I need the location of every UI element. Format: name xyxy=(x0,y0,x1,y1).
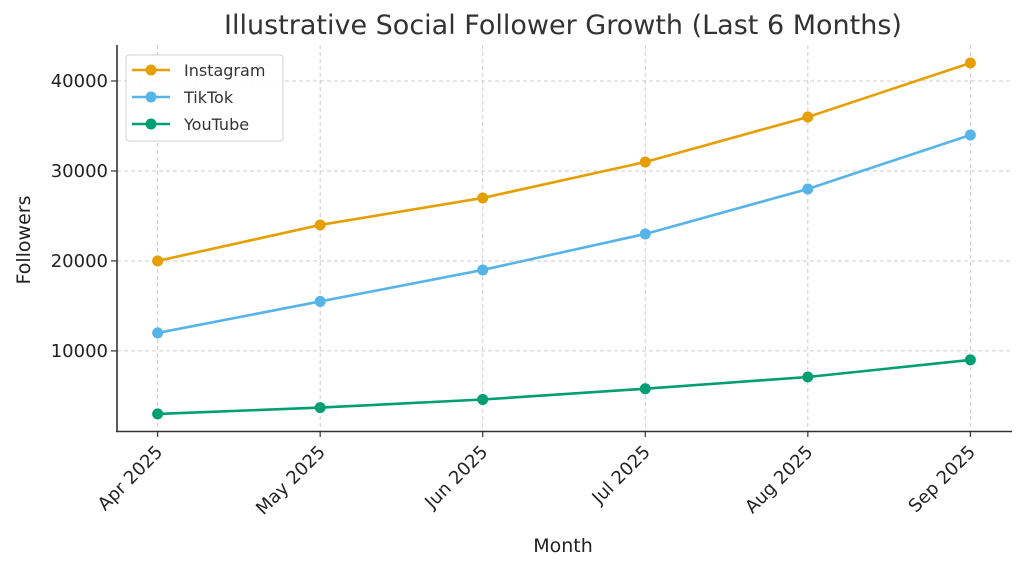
data-point xyxy=(314,295,326,307)
y-tick-label: 20000 xyxy=(51,251,108,272)
data-point xyxy=(314,402,326,414)
data-point xyxy=(639,383,651,395)
data-point xyxy=(802,183,814,195)
x-tick-label: Jul 2025 xyxy=(587,442,654,509)
data-point xyxy=(964,354,976,366)
data-point xyxy=(477,264,489,276)
series-instagram xyxy=(152,57,976,267)
series-line xyxy=(157,358,971,416)
legend-label: Instagram xyxy=(184,61,265,80)
data-point xyxy=(964,129,976,141)
legend-marker xyxy=(145,118,157,130)
data-point xyxy=(152,255,164,267)
data-point xyxy=(802,111,814,123)
data-point xyxy=(477,394,489,406)
legend: Instagram TikTok YouTube xyxy=(125,54,284,142)
data-point xyxy=(964,57,976,69)
data-point xyxy=(314,219,326,231)
series-line xyxy=(157,133,971,335)
series-youtube xyxy=(152,354,976,420)
y-tick-label: 30000 xyxy=(51,161,108,182)
legend-marker xyxy=(145,64,157,76)
legend-marker xyxy=(145,91,157,103)
series-line xyxy=(157,61,971,263)
data-point xyxy=(477,192,489,204)
x-axis-label: Month xyxy=(533,535,593,557)
legend-box xyxy=(125,54,284,142)
x-tick-label: Sep 2025 xyxy=(905,442,980,517)
legend-label: TikTok xyxy=(183,88,234,107)
data-point xyxy=(639,156,651,168)
y-tick-label: 40000 xyxy=(51,71,108,92)
data-point xyxy=(152,327,164,339)
y-ticks: 10000 20000 30000 40000 xyxy=(51,71,117,362)
x-tick-label: Aug 2025 xyxy=(741,442,817,518)
x-tick-label: Jun 2025 xyxy=(420,442,492,514)
legend-label: YouTube xyxy=(183,115,249,134)
y-tick-label: 10000 xyxy=(51,341,108,362)
series-tiktok xyxy=(152,129,976,339)
x-tick-label: May 2025 xyxy=(252,442,330,520)
data-point xyxy=(802,371,814,383)
data-point xyxy=(152,408,164,420)
data-point xyxy=(639,228,651,240)
chart-title: Illustrative Social Follower Growth (Las… xyxy=(224,10,902,41)
series-group xyxy=(152,57,976,420)
axes xyxy=(116,45,1012,433)
y-axis-label: Followers xyxy=(13,196,35,285)
x-ticks: Apr 2025 May 2025 Jun 2025 Jul 2025 Aug 2025… xyxy=(94,431,980,519)
x-tick-label: Apr 2025 xyxy=(94,442,167,515)
